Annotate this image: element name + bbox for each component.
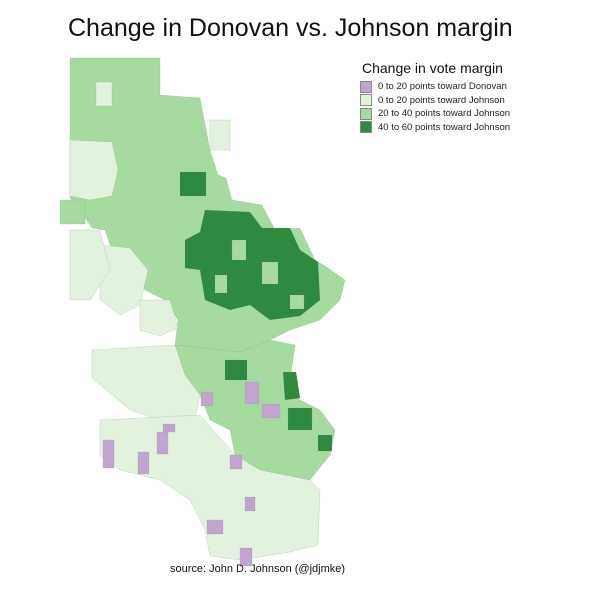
ward-donovan-k (162, 423, 176, 433)
legend-label: 0 to 20 points toward Donovan (378, 81, 507, 93)
ward-donovan-d (200, 391, 214, 407)
ward-inner-mid-d (289, 294, 305, 310)
ward-donovan-a (102, 439, 115, 469)
ward-midsouth-dark-d (317, 434, 333, 452)
source-credit: source: John D. Johnson (@jdjmke) (170, 563, 346, 575)
legend-item-johnson-0-20: 0 to 20 points toward Johnson (360, 94, 560, 108)
ward-donovan-g (229, 454, 243, 470)
legend-swatch (360, 107, 372, 120)
ward-north-light-b (209, 119, 231, 151)
ward-far-west-light (69, 229, 111, 301)
ward-north-dark (179, 171, 207, 197)
legend-item-donovan-0-20: 0 to 20 points toward Donovan (360, 80, 560, 94)
ward-north-light-a (95, 81, 113, 107)
ward-donovan-h (244, 496, 256, 512)
legend-title: Change in vote margin (362, 60, 503, 76)
legend-label: 20 to 40 points toward Johnson (378, 108, 511, 120)
ward-inner-mid-b (261, 261, 279, 285)
ward-northwest-light (69, 139, 119, 201)
ward-donovan-j (239, 547, 253, 567)
ward-donovan-f (261, 403, 281, 419)
legend-label: 0 to 20 points toward Johnson (378, 94, 505, 106)
ward-donovan-i (206, 519, 224, 535)
ward-donovan-e (244, 381, 260, 405)
legend-item-johnson-40-60: 40 to 60 points toward Johnson (360, 121, 560, 135)
ward-donovan-b (137, 451, 150, 475)
legend-swatch (360, 80, 372, 93)
legend-swatch (360, 94, 372, 107)
ward-far-west (59, 199, 86, 225)
legend-label: 40 to 60 points toward Johnson (378, 121, 511, 133)
ward-inner-mid-a (231, 239, 247, 261)
ward-midsouth-dark-a (224, 359, 248, 381)
page-title: Change in Donovan vs. Johnson margin (68, 14, 513, 42)
ward-midsouth-dark-b (282, 371, 301, 401)
ward-south-light (99, 414, 321, 561)
ward-inner-mid-c (214, 274, 228, 294)
legend-item-johnson-20-40: 20 to 40 points toward Johnson (360, 107, 560, 121)
legend: Change in vote margin 0 to 20 points tow… (360, 60, 560, 134)
ward-donovan-c (156, 431, 169, 455)
legend-swatch (360, 121, 372, 134)
ward-west-light-b (139, 299, 179, 337)
ward-midsouth-dark-c (287, 407, 313, 431)
